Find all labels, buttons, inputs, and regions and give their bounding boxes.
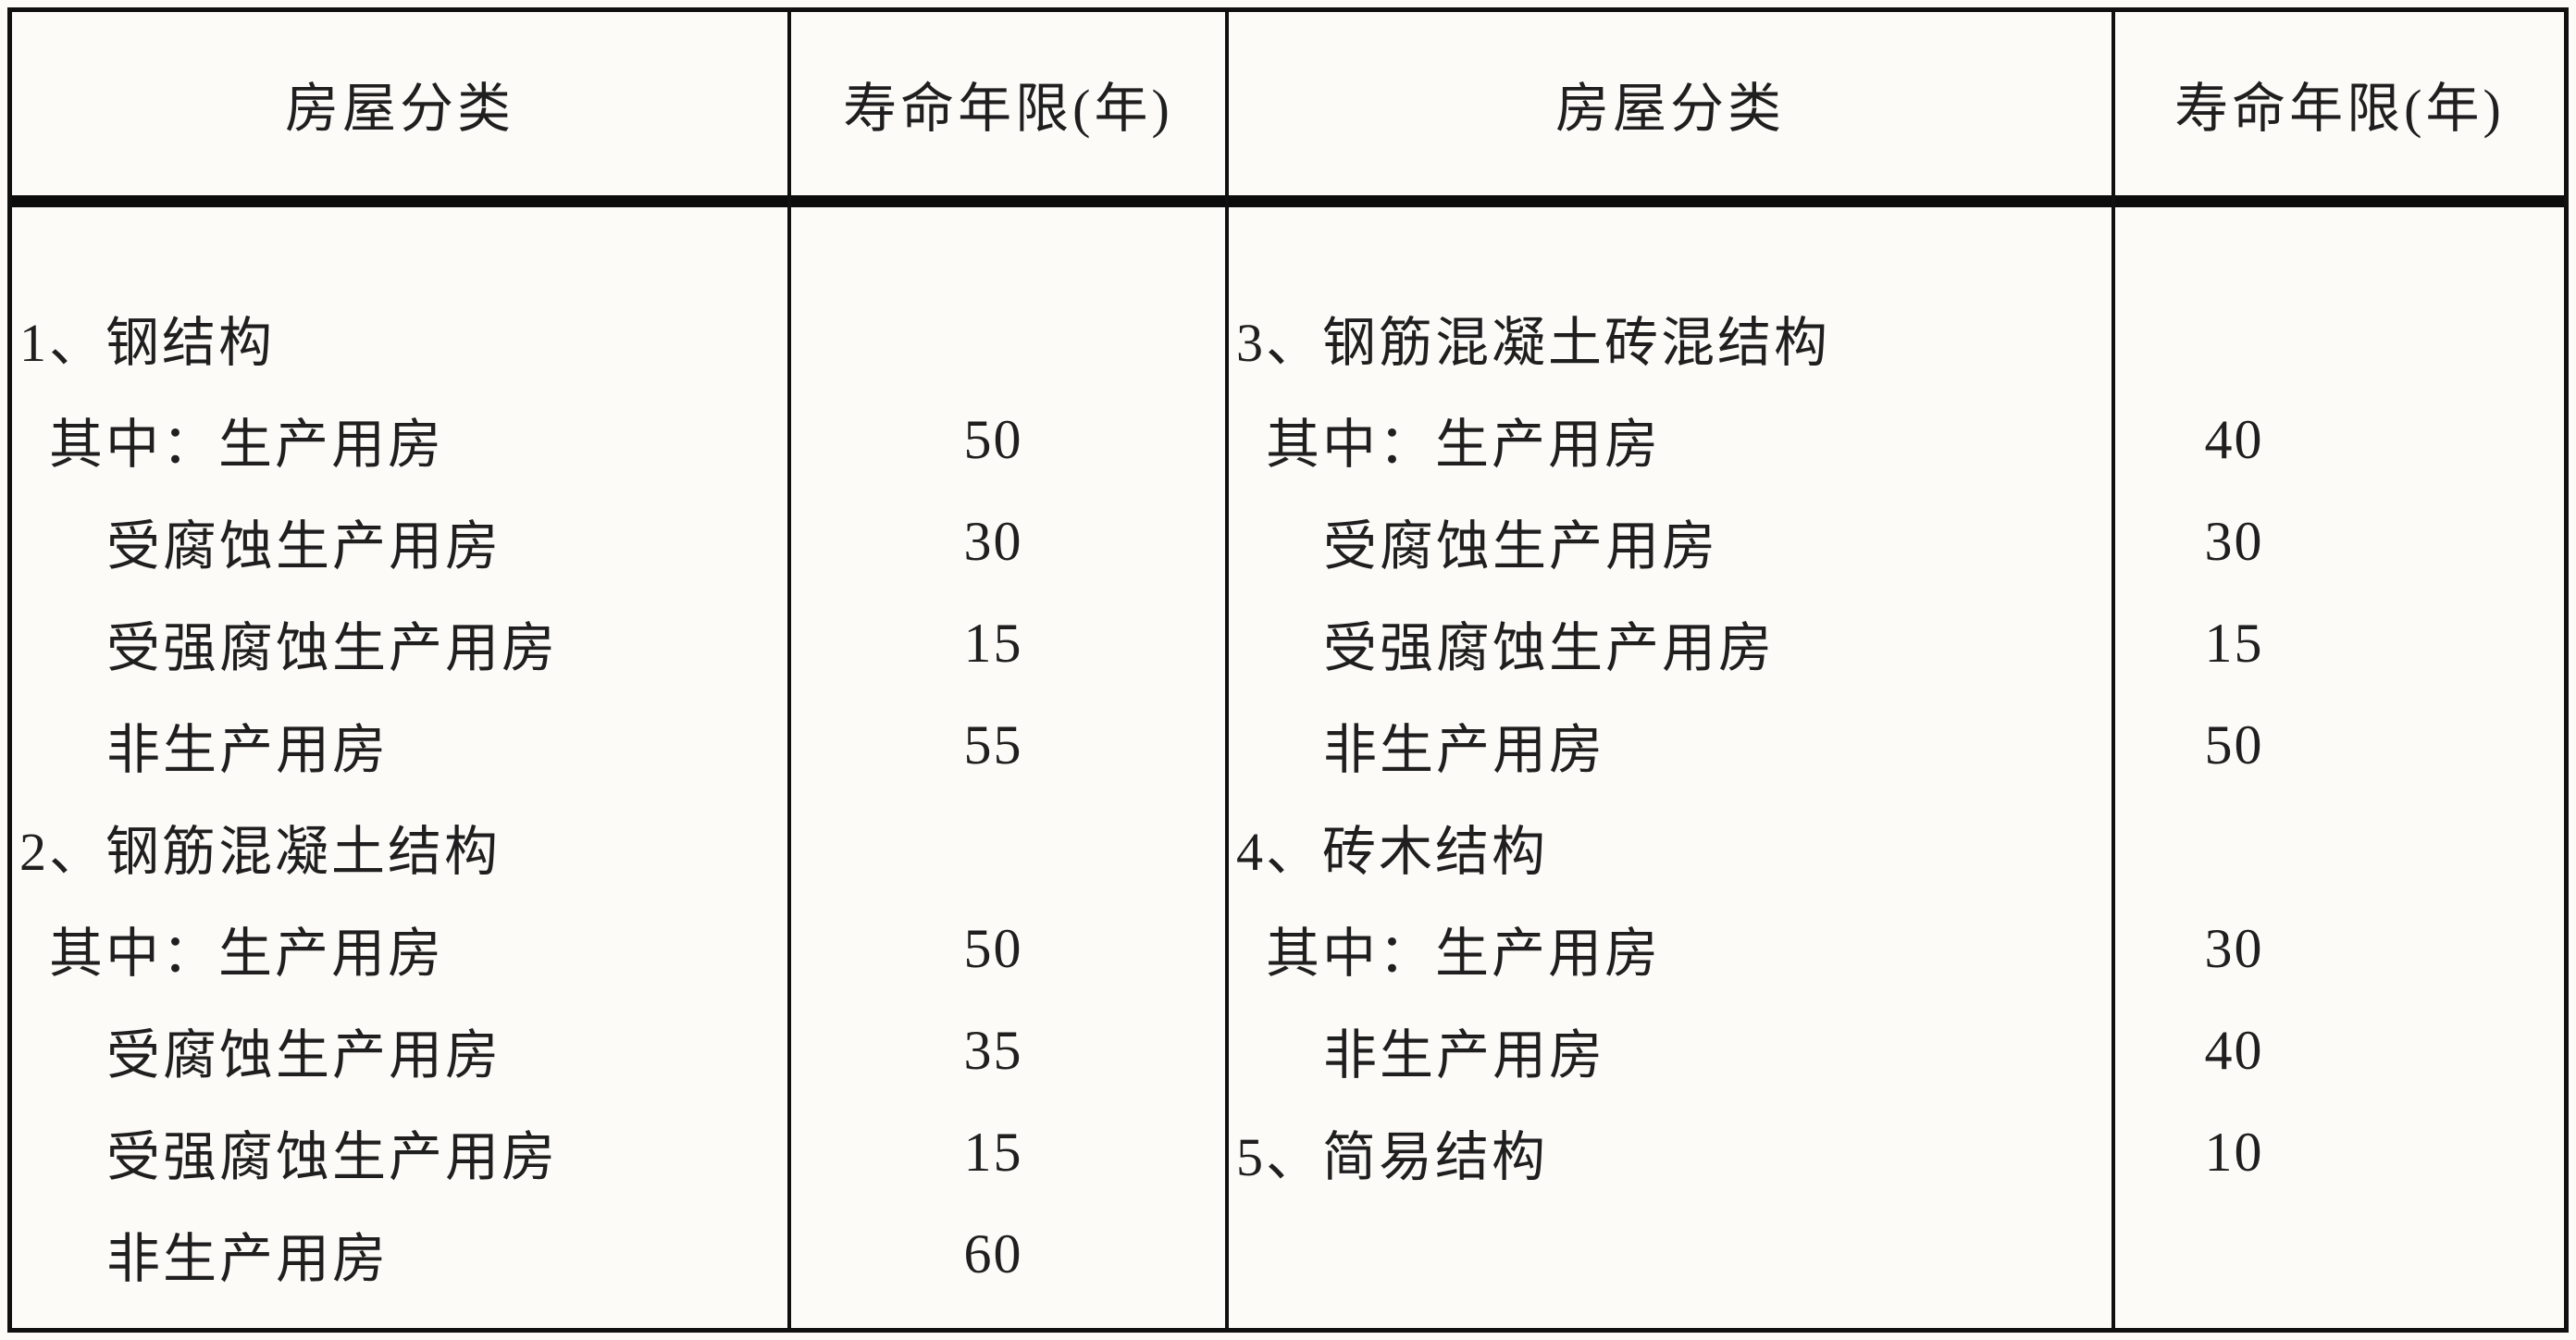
table-cell-label: 5、简易结构 <box>1236 1127 1549 1187</box>
table-cell-label: 受强腐蚀生产用房 <box>106 1127 559 1187</box>
table-cell-value: 30 <box>2204 510 2264 572</box>
table-cell-value: 30 <box>963 510 1023 572</box>
table-cell-label: 非生产用房 <box>1323 720 1606 780</box>
header-cell-house-class-left: 房屋分类 <box>12 12 787 207</box>
header-cell-house-class-right: 房屋分类 <box>1229 12 2112 207</box>
table-cell-value: 40 <box>2204 408 2264 470</box>
table-cell-value: 40 <box>2204 1019 2264 1081</box>
column-body: 1、钢结构 其中：生产用房 受腐蚀生产用房 受强腐蚀生产用房 非生产用房 2、钢… <box>12 207 787 1305</box>
table-cell-value: 50 <box>963 408 1023 470</box>
table-cell-value: 30 <box>2204 917 2264 979</box>
column-house-class-left: 房屋分类 1、钢结构 其中：生产用房 受腐蚀生产用房 受强腐蚀生产用房 非生产用… <box>12 12 791 1328</box>
table-cell-value: 50 <box>2204 713 2264 775</box>
table-cell-label: 其中：生产用房 <box>49 415 445 475</box>
column-body: 50 30 15 55 50 35 15 60 <box>791 207 1225 1305</box>
table-cell-label: 2、钢筋混凝土结构 <box>19 822 502 882</box>
house-lifespan-table: 房屋分类 1、钢结构 其中：生产用房 受腐蚀生产用房 受强腐蚀生产用房 非生产用… <box>7 7 2569 1333</box>
table-cell-value <box>2115 287 2564 389</box>
table-cell-label: 受强腐蚀生产用房 <box>106 618 559 678</box>
table-cell-value: 15 <box>2204 612 2264 674</box>
table-cell-label: 其中：生产用房 <box>1266 415 1662 475</box>
table-cell-value <box>2115 1203 2564 1305</box>
table-cell-value: 10 <box>2204 1121 2264 1183</box>
table-cell-label: 其中：生产用房 <box>1266 924 1662 984</box>
table-cell-value: 60 <box>963 1222 1023 1284</box>
table-cell-value: 50 <box>963 917 1023 979</box>
table-cell-label: 1、钢结构 <box>19 313 276 373</box>
header-cell-lifespan-right: 寿命年限(年) <box>2115 12 2564 207</box>
table-cell-label: 受腐蚀生产用房 <box>1323 516 1719 577</box>
table-cell-label: 受强腐蚀生产用房 <box>1323 618 1776 678</box>
table-cell-label: 非生产用房 <box>1323 1025 1606 1086</box>
table-cell-label: 非生产用房 <box>106 720 390 780</box>
table-cell-label: 其中：生产用房 <box>49 924 445 984</box>
table-cell-label: 受腐蚀生产用房 <box>106 1025 502 1086</box>
table-cell-label <box>1229 1203 2112 1305</box>
table-cell-value: 35 <box>963 1019 1023 1081</box>
table-cell-value: 15 <box>963 612 1023 674</box>
table-cell-label: 受腐蚀生产用房 <box>106 516 502 577</box>
table-cell-value <box>2115 796 2564 898</box>
column-body: 40 30 15 50 30 40 10 <box>2115 207 2564 1305</box>
column-lifespan-right: 寿命年限(年) 40 30 15 50 30 40 10 <box>2115 12 2564 1328</box>
table-cell-label: 4、砖木结构 <box>1236 822 1549 882</box>
column-body: 3、钢筋混凝土砖混结构 其中：生产用房 受腐蚀生产用房 受强腐蚀生产用房 非生产… <box>1229 207 2112 1305</box>
table-cell-value: 15 <box>963 1121 1023 1183</box>
column-house-class-right: 房屋分类 3、钢筋混凝土砖混结构 其中：生产用房 受腐蚀生产用房 受强腐蚀生产用… <box>1229 12 2115 1328</box>
column-lifespan-left: 寿命年限(年) 50 30 15 55 50 35 15 60 <box>791 12 1229 1328</box>
table-cell-value <box>791 287 1225 389</box>
table-cell-value <box>791 796 1225 898</box>
table-cell-label: 3、钢筋混凝土砖混结构 <box>1236 313 1831 373</box>
header-cell-lifespan-left: 寿命年限(年) <box>791 12 1225 207</box>
table-cell-value: 55 <box>963 713 1023 775</box>
table-cell-label: 非生产用房 <box>106 1229 390 1289</box>
